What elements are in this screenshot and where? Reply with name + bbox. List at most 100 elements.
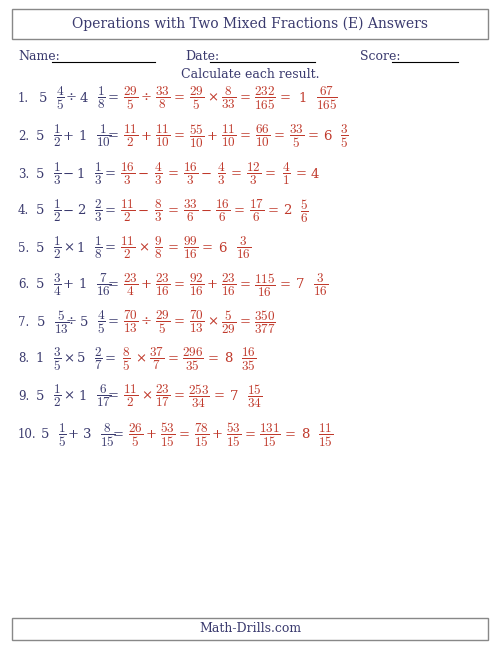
Text: Calculate each result.: Calculate each result. — [181, 69, 320, 82]
Text: $\dfrac{1}{5}$: $\dfrac{1}{5}$ — [58, 421, 66, 448]
Text: $\dfrac{33}{8}$: $\dfrac{33}{8}$ — [155, 85, 170, 111]
Text: $\dfrac{37}{7}$: $\dfrac{37}{7}$ — [149, 346, 164, 372]
Text: $\dfrac{3}{4}$: $\dfrac{3}{4}$ — [53, 272, 62, 298]
Text: 1: 1 — [77, 241, 85, 254]
Text: =: = — [108, 278, 119, 292]
Text: 5: 5 — [38, 316, 46, 329]
Text: $\dfrac{92}{16}$: $\dfrac{92}{16}$ — [189, 272, 204, 298]
Text: $\dfrac{2}{3}$: $\dfrac{2}{3}$ — [94, 198, 102, 224]
Text: 8: 8 — [301, 428, 309, 441]
Text: 5: 5 — [36, 168, 44, 181]
Text: $\dfrac{26}{5}$: $\dfrac{26}{5}$ — [128, 421, 143, 448]
Text: −: − — [138, 204, 149, 217]
Text: =: = — [168, 241, 179, 254]
Text: $\dfrac{5}{29}$: $\dfrac{5}{29}$ — [221, 309, 236, 336]
Text: $\dfrac{4}{5}$: $\dfrac{4}{5}$ — [97, 309, 106, 336]
Text: −: − — [63, 204, 74, 217]
Text: 8: 8 — [224, 353, 232, 366]
Text: Name:: Name: — [18, 50, 60, 63]
Text: 1: 1 — [78, 389, 86, 402]
Text: ÷: ÷ — [141, 91, 152, 105]
Text: $\dfrac{23}{16}$: $\dfrac{23}{16}$ — [221, 272, 236, 298]
Text: +: + — [207, 278, 218, 292]
Text: =: = — [296, 168, 307, 181]
Text: 4: 4 — [311, 168, 319, 181]
Text: 1: 1 — [78, 278, 86, 292]
Text: 5: 5 — [36, 241, 44, 254]
Text: =: = — [105, 168, 116, 181]
Text: +: + — [146, 428, 157, 441]
Text: $\dfrac{1}{2}$: $\dfrac{1}{2}$ — [53, 198, 62, 224]
Text: =: = — [105, 353, 116, 366]
Text: 3.: 3. — [18, 168, 29, 181]
Text: 1.: 1. — [18, 91, 29, 105]
Text: ×: × — [207, 316, 218, 329]
Text: =: = — [231, 168, 242, 181]
Text: $\dfrac{15}{34}$: $\dfrac{15}{34}$ — [247, 382, 262, 410]
Text: =: = — [179, 428, 190, 441]
Text: −: − — [63, 168, 74, 181]
Text: $\dfrac{8}{5}$: $\dfrac{8}{5}$ — [122, 345, 130, 373]
Text: Date:: Date: — [185, 50, 219, 63]
Text: $\dfrac{99}{16}$: $\dfrac{99}{16}$ — [183, 235, 198, 261]
Text: =: = — [280, 278, 290, 292]
Text: =: = — [105, 241, 116, 254]
Text: $\dfrac{131}{15}$: $\dfrac{131}{15}$ — [260, 421, 281, 448]
Text: $\dfrac{33}{6}$: $\dfrac{33}{6}$ — [183, 198, 198, 224]
Text: =: = — [234, 204, 245, 217]
Text: =: = — [265, 168, 276, 181]
Text: 5: 5 — [36, 129, 44, 142]
Text: =: = — [202, 241, 213, 254]
Text: $\dfrac{29}{5}$: $\dfrac{29}{5}$ — [155, 309, 170, 336]
Text: 9.: 9. — [18, 389, 29, 402]
Text: Operations with Two Mixed Fractions (E) Answers: Operations with Two Mixed Fractions (E) … — [72, 17, 428, 31]
Text: =: = — [108, 316, 119, 329]
Text: =: = — [308, 129, 319, 142]
Text: 6: 6 — [218, 241, 227, 254]
Text: =: = — [108, 91, 119, 105]
Text: =: = — [174, 316, 185, 329]
Text: =: = — [168, 204, 179, 217]
Text: 2: 2 — [283, 204, 291, 217]
Text: $\dfrac{23}{16}$: $\dfrac{23}{16}$ — [155, 272, 170, 298]
Text: =: = — [174, 129, 185, 142]
Text: $\dfrac{8}{33}$: $\dfrac{8}{33}$ — [221, 85, 236, 111]
Text: +: + — [141, 129, 152, 142]
Text: 6: 6 — [323, 129, 331, 142]
Text: $\dfrac{232}{165}$: $\dfrac{232}{165}$ — [254, 85, 276, 111]
Text: $\dfrac{11}{2}$: $\dfrac{11}{2}$ — [120, 235, 135, 261]
Text: +: + — [63, 278, 74, 292]
Text: $\dfrac{8}{3}$: $\dfrac{8}{3}$ — [154, 198, 162, 224]
Text: $\dfrac{23}{4}$: $\dfrac{23}{4}$ — [123, 272, 138, 298]
Text: $\dfrac{350}{377}$: $\dfrac{350}{377}$ — [254, 309, 276, 336]
Text: −: − — [201, 204, 212, 217]
Text: $\dfrac{3}{5}$: $\dfrac{3}{5}$ — [340, 122, 348, 149]
Bar — [12, 9, 488, 39]
Text: 5: 5 — [77, 353, 85, 366]
Text: −: − — [138, 168, 149, 181]
Text: $\dfrac{70}{13}$: $\dfrac{70}{13}$ — [189, 309, 204, 335]
Text: =: = — [105, 204, 116, 217]
Text: =: = — [208, 353, 218, 366]
Text: $\dfrac{11}{2}$: $\dfrac{11}{2}$ — [123, 383, 138, 409]
Text: $\dfrac{55}{10}$: $\dfrac{55}{10}$ — [189, 122, 204, 149]
Text: $\dfrac{33}{5}$: $\dfrac{33}{5}$ — [289, 122, 304, 149]
Text: $\dfrac{11}{10}$: $\dfrac{11}{10}$ — [155, 123, 170, 149]
Text: $\dfrac{1}{8}$: $\dfrac{1}{8}$ — [97, 85, 106, 111]
Text: $\dfrac{253}{34}$: $\dfrac{253}{34}$ — [188, 382, 210, 410]
Text: +: + — [68, 428, 79, 441]
Text: 5.: 5. — [18, 241, 29, 254]
Text: =: = — [240, 316, 251, 329]
Text: +: + — [141, 278, 152, 292]
Text: $\dfrac{11}{15}$: $\dfrac{11}{15}$ — [318, 421, 333, 448]
Text: ×: × — [63, 241, 74, 254]
Text: $\dfrac{16}{3}$: $\dfrac{16}{3}$ — [183, 161, 198, 187]
Text: $\dfrac{11}{10}$: $\dfrac{11}{10}$ — [221, 123, 236, 149]
Text: =: = — [174, 91, 185, 105]
Text: =: = — [214, 389, 224, 402]
Text: 8.: 8. — [18, 353, 29, 366]
Text: $\dfrac{53}{15}$: $\dfrac{53}{15}$ — [160, 421, 175, 449]
Text: =: = — [108, 389, 119, 402]
Text: =: = — [108, 129, 119, 142]
Text: Math-Drills.com: Math-Drills.com — [199, 622, 301, 635]
